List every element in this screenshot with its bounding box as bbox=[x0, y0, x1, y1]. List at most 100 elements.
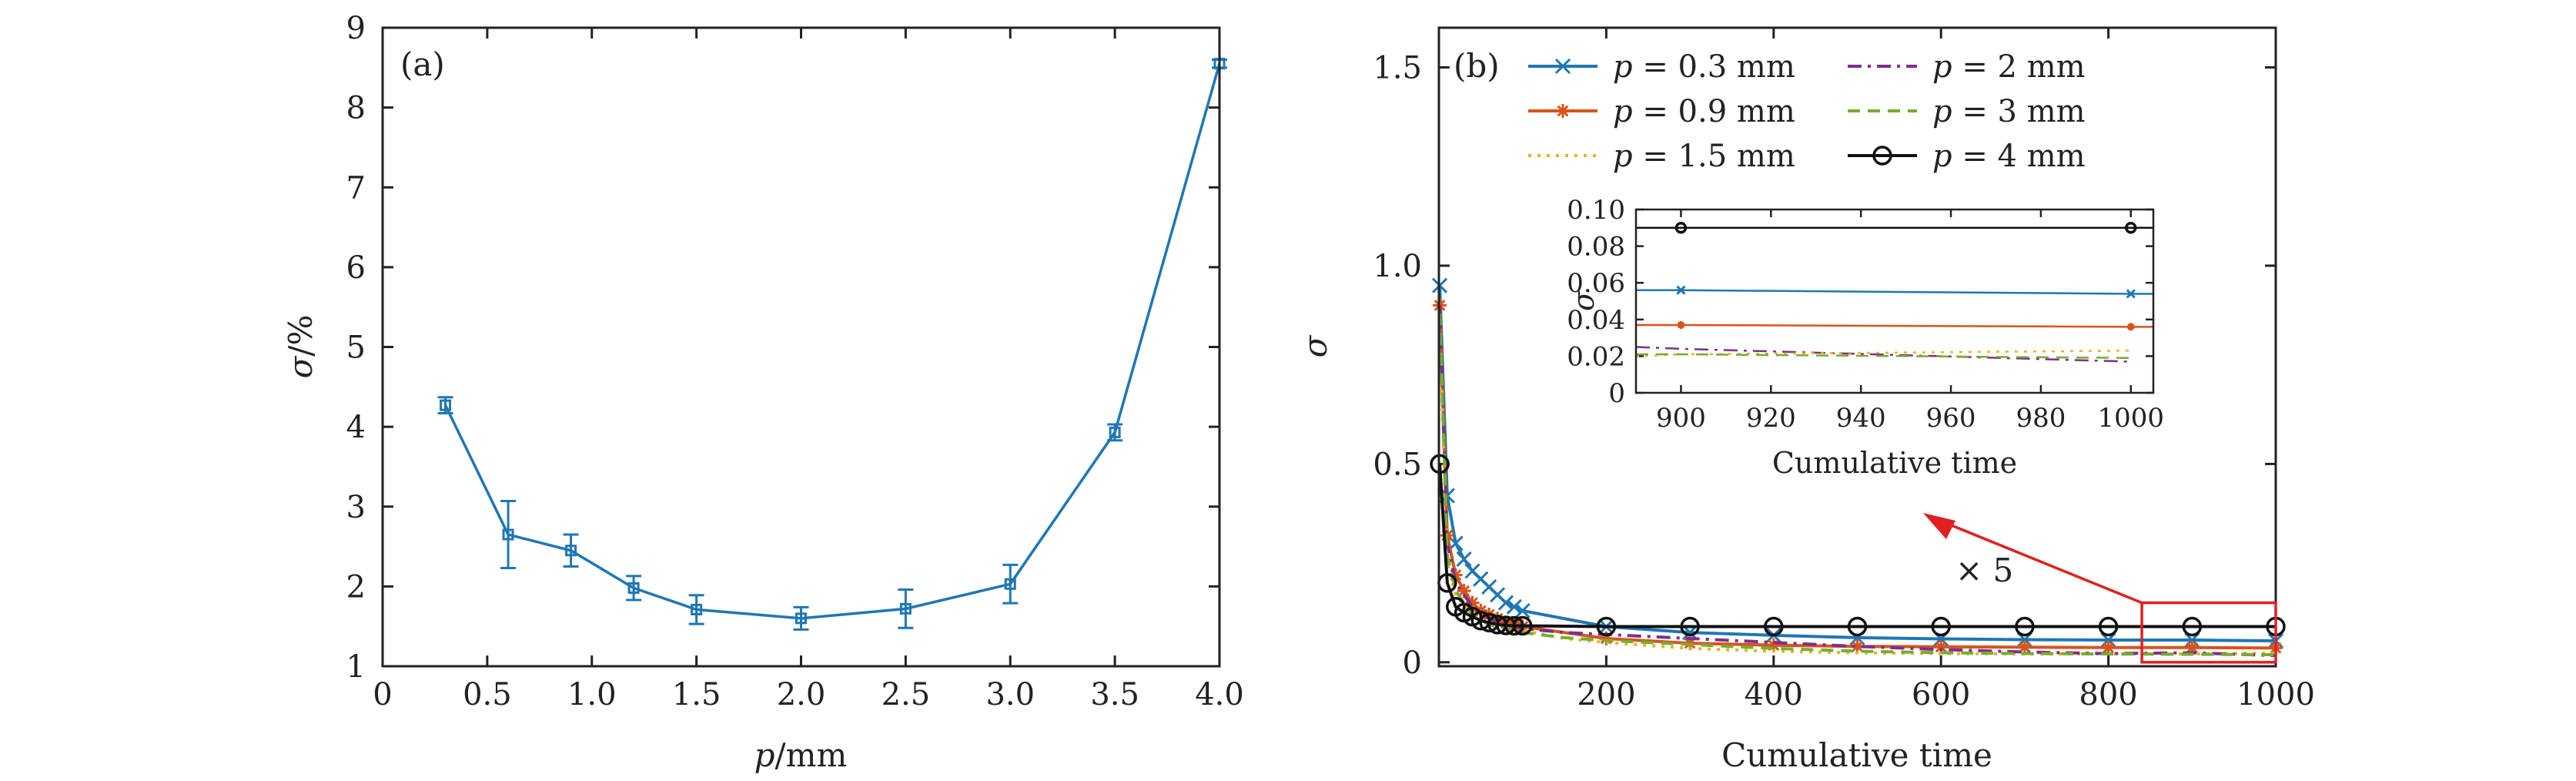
panel-a-ticks: 0 0.5 1.0 1.5 2.0 2.5 3.0 3.5 4.0 1 2 3 4 5 6 7 8 9 bbox=[346, 11, 1244, 712]
panel-b-x-tick-label: 200 bbox=[1577, 677, 1635, 712]
zoom-arrow-guide bbox=[1897, 513, 1925, 514]
panel-b-data-point bbox=[2182, 616, 2203, 637]
panel-b-data-point bbox=[1931, 616, 1951, 637]
inset-frame bbox=[1634, 208, 2155, 394]
legend-entry-value: = 2 mm bbox=[1952, 49, 2086, 85]
inset-x-tick-label: 920 bbox=[1746, 403, 1796, 434]
inset-series bbox=[1635, 222, 2153, 363]
legend-entry-var: p bbox=[1613, 94, 1633, 129]
inset-x-tick-label: 960 bbox=[1926, 403, 1976, 434]
panel-a-frame bbox=[381, 26, 1221, 668]
panel-a-y-tick-label: 8 bbox=[346, 91, 366, 126]
panel-b-data-point bbox=[2015, 616, 2035, 637]
panel-a-x-tick-label: 2.5 bbox=[882, 677, 931, 712]
panel-b-data-point bbox=[1465, 595, 1480, 610]
inset-x-tick-label: 1000 bbox=[2098, 403, 2165, 434]
inset-y-tick-label: 0.06 bbox=[1567, 268, 1625, 299]
inset-y-axis-title: σ bbox=[1567, 290, 1601, 311]
panel-a-y-axis-unit: /% bbox=[282, 315, 319, 357]
panel-a-y-axis-title: σ/% bbox=[282, 315, 319, 379]
legend-entry-label: p = 0.3 mm bbox=[1613, 49, 1795, 85]
panel-a-x-axis-unit: /mm bbox=[775, 736, 848, 774]
panel-a-data-point bbox=[502, 528, 514, 541]
panel-a-x-tick-label: 4.0 bbox=[1195, 677, 1244, 712]
panel-a-x-tick-label: 1.0 bbox=[567, 677, 617, 712]
panel-b-data-point bbox=[2101, 640, 2116, 655]
inset-y-tick-label: 0.04 bbox=[1567, 305, 1625, 336]
zoom-arrow-shaft bbox=[1932, 516, 2143, 605]
panel-a-label: (a) bbox=[400, 45, 445, 83]
panel-a-series-line bbox=[443, 63, 1221, 620]
panel-a-data-point bbox=[627, 582, 640, 594]
inset-data-point bbox=[1674, 222, 1688, 234]
legend-entry-value: = 4 mm bbox=[1952, 139, 2086, 174]
panel-b-data-point bbox=[2100, 632, 2116, 649]
legend-entry-var: p bbox=[1932, 49, 1952, 85]
panel-b-data-point bbox=[2184, 632, 2200, 649]
panel-b-data-point bbox=[1448, 568, 1463, 582]
legend-marker-sample bbox=[1556, 104, 1570, 118]
panel-b-data-point bbox=[1456, 551, 1472, 568]
legend-entry-var: p bbox=[1932, 94, 1952, 129]
inset-data-point bbox=[2126, 323, 2135, 331]
panel-a-x-tick-label: 1.5 bbox=[672, 677, 721, 712]
inset-background bbox=[1636, 209, 2153, 393]
panel-a-data-point bbox=[1109, 426, 1121, 438]
legend-entry-label: p = 4 mm bbox=[1932, 139, 2086, 174]
panel-a-y-axis-var: σ bbox=[282, 355, 319, 378]
panel-b-data-point bbox=[1514, 602, 1531, 618]
panel-b-data-point bbox=[1596, 616, 1617, 637]
legend-entry-label: p = 3 mm bbox=[1932, 94, 2086, 129]
inset-x-tick-label: 940 bbox=[1836, 403, 1886, 434]
panel-b-x-tick-label: 400 bbox=[1745, 677, 1803, 712]
panel-a-series bbox=[437, 58, 1227, 631]
panel-a-y-tick-label: 5 bbox=[346, 330, 366, 366]
panel-b-x-tick-label: 1000 bbox=[2236, 677, 2315, 712]
panel-a: 0 0.5 1.0 1.5 2.0 2.5 3.0 3.5 4.0 1 2 3 4 5 6 7 8 9 (a) p… bbox=[282, 11, 1244, 774]
panel-b-data-point bbox=[1506, 598, 1522, 615]
panel-b-x-axis-title: Cumulative time bbox=[1721, 736, 1992, 774]
panel-b-legend: p = 0.3 mmp = 0.9 mmp = 1.5 mmp = 2 mmp … bbox=[1528, 49, 2086, 174]
panel-b-data-point bbox=[2185, 640, 2200, 655]
legend-marker-sample bbox=[1554, 58, 1571, 75]
panel-b-data-point bbox=[1847, 616, 1868, 637]
legend-entry-value: = 0.3 mm bbox=[1633, 49, 1795, 85]
panel-a-x-tick-label: 0.5 bbox=[463, 677, 512, 712]
panel-b-data-point bbox=[1504, 615, 1524, 636]
legend-entry-value: = 0.9 mm bbox=[1633, 94, 1795, 129]
panel-b-series-line bbox=[1438, 325, 2277, 656]
inset-y-tick-label: 0 bbox=[1608, 378, 1625, 409]
inset-x-tick-label: 900 bbox=[1656, 403, 1706, 434]
panel-b-y-axis-var: σ bbox=[1296, 334, 1334, 357]
panel-a-x-axis-var: p bbox=[754, 736, 775, 774]
legend-entry-value: = 1.5 mm bbox=[1633, 139, 1795, 174]
panel-b-y-tick-label: 0 bbox=[1403, 645, 1422, 681]
inset-data-point bbox=[1676, 285, 1686, 295]
panel-a-data-point bbox=[440, 399, 452, 411]
panel-b-data-point bbox=[1474, 603, 1488, 618]
panel-a-x-tick-label: 2.0 bbox=[777, 677, 826, 712]
inset-ticks: 900 920 940 960 980 1000 0 0.02 0.04 0.06 0.08 0.10 bbox=[1567, 195, 2164, 434]
panel-b-data-point bbox=[1934, 639, 1949, 654]
panel-a-y-tick-label: 9 bbox=[346, 11, 366, 46]
panel-a-data-point bbox=[795, 612, 807, 625]
panel-a-y-tick-label: 1 bbox=[346, 649, 366, 685]
panel-a-data-point bbox=[565, 545, 577, 557]
panel-b-data-point bbox=[1850, 639, 1865, 654]
inset-x-axis-title: Cumulative time bbox=[1772, 446, 2017, 480]
panel-b-frame bbox=[1437, 26, 2277, 668]
legend-entry-label: p = 2 mm bbox=[1932, 49, 2086, 85]
panel-b-x-tick-label: 800 bbox=[2079, 677, 2137, 712]
legend-entry-value: = 3 mm bbox=[1952, 94, 2086, 129]
panel-b-y-tick-label: 1.5 bbox=[1373, 50, 1422, 85]
panel-b-x-tick-label: 600 bbox=[1912, 677, 1970, 712]
panel-a-y-tick-label: 4 bbox=[346, 410, 366, 445]
panel-b-data-point bbox=[2098, 616, 2119, 637]
panel-b-data-point bbox=[1457, 584, 1471, 598]
inset-y-axis-var: σ bbox=[1567, 290, 1601, 311]
panel-b-data-point bbox=[1497, 595, 1514, 611]
inset-y-tick-label: 0.02 bbox=[1567, 341, 1625, 372]
panel-b-data-point bbox=[1764, 616, 1784, 637]
panel-b-data-point bbox=[1599, 631, 1614, 645]
